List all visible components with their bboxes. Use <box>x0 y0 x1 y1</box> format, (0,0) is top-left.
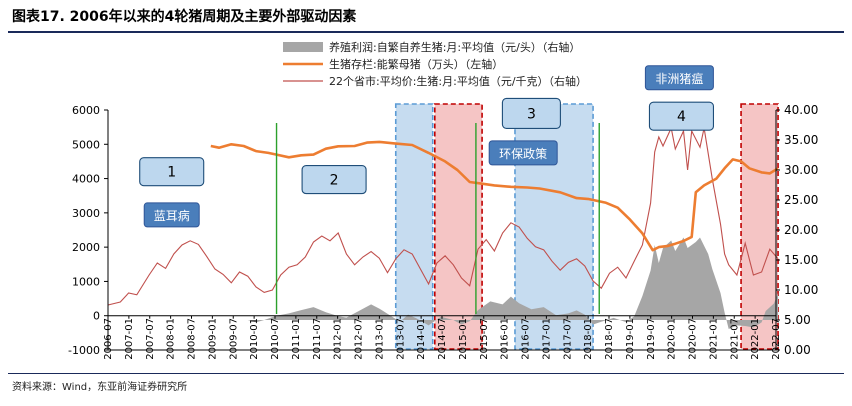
x-tick-label: 2010-01 <box>249 318 260 360</box>
line-layer <box>107 126 779 306</box>
shaded-period-1-blue <box>394 103 434 350</box>
blue-ear-label: 蓝耳病 <box>154 208 190 223</box>
x-tick-label: 2019-01 <box>625 318 636 360</box>
x-tick-label: 2019-07 <box>646 318 657 360</box>
x-tick-label: 2020-07 <box>688 318 699 360</box>
x-tick-label: 2015-07 <box>479 318 490 360</box>
x-tick-label: 2022-01 <box>750 318 761 360</box>
price-line <box>107 126 779 306</box>
x-tick-label: 2008-01 <box>166 318 177 360</box>
profit-area-layer <box>219 237 779 329</box>
cycle-4-label: 4 <box>677 109 686 125</box>
asf-label: 非洲猪瘟 <box>655 71 703 86</box>
x-tick-label: 2006-07 <box>103 318 114 360</box>
x-tick-label: 2021-07 <box>729 318 740 360</box>
title-rule <box>8 31 844 33</box>
right-tick-label: 25.00 <box>784 193 818 207</box>
cycle-1-box <box>139 157 205 187</box>
x-tick-label: 2010-07 <box>270 318 281 360</box>
x-tick-label: 2017-07 <box>562 318 573 360</box>
cycle-1-label: 1 <box>167 165 176 181</box>
x-tick-label: 2017-01 <box>541 318 552 360</box>
source-rule <box>8 373 844 374</box>
right-tick-label: 5.00 <box>784 313 811 327</box>
cycle-4-box <box>648 101 715 131</box>
blue-ear-tag <box>143 202 200 228</box>
x-tick-label: 2011-01 <box>291 318 302 360</box>
profit-area <box>219 237 779 329</box>
x-tick-label: 2013-01 <box>374 318 385 360</box>
right-tick-label: 40.00 <box>784 103 818 117</box>
asf-tag <box>644 65 714 91</box>
right-tick-label: 0.00 <box>784 343 811 357</box>
left-tick-label: 2000 <box>72 241 100 254</box>
x-tick-label: 2014-07 <box>437 318 448 360</box>
env-policy-label: 环保政策 <box>499 147 547 161</box>
legend-label-2: 生猪存栏:能繁母猪（万头）（左轴） <box>329 57 503 71</box>
left-tick-label: 6000 <box>72 104 100 117</box>
x-tick-label: 2021-01 <box>708 318 719 360</box>
sows-line <box>210 140 779 252</box>
x-tick-label: 2013-07 <box>395 318 406 360</box>
cycle-3-box <box>501 97 561 129</box>
right-tick-label: 30.00 <box>784 163 818 177</box>
right-tick-label: 20.00 <box>784 223 818 237</box>
legend-label-3: 22个省市:平均价:生猪:月:平均值（元/千克）（右轴） <box>329 74 587 88</box>
left-tick-label: -1000 <box>68 344 100 357</box>
left-tick-label: 1000 <box>72 275 100 288</box>
legend: 养殖利润:自繁自养生猪:月:平均值（元/头）（右轴） 生猪存栏:能繁母猪（万头）（… <box>283 40 587 88</box>
x-tick-label: 2009-01 <box>207 318 218 360</box>
cycle-3-label: 3 <box>527 106 536 122</box>
x-tick-label: 2012-07 <box>354 318 365 360</box>
shaded-period-2-red <box>434 103 483 350</box>
cycle-dividers <box>275 123 600 314</box>
right-tick-label: 10.00 <box>784 283 818 297</box>
legend-swatch-profit <box>283 42 323 52</box>
annotations: 1 2 3 4 蓝耳病 环保政策 非洲猪瘟 <box>139 65 715 228</box>
x-tick-label: 2022-07 <box>771 318 782 360</box>
cycle-2-label: 2 <box>330 173 339 189</box>
left-tick-label: 3000 <box>72 207 100 220</box>
x-tick-label: 2018-01 <box>583 318 594 360</box>
x-tick-label: 2018-07 <box>604 318 615 360</box>
left-tick-label: 5000 <box>72 138 100 151</box>
right-tick-label: 15.00 <box>784 253 818 267</box>
left-tick-label: 0 <box>93 310 100 323</box>
x-tick-label: 2007-01 <box>124 318 135 360</box>
x-tick-label: 2016-07 <box>521 318 532 360</box>
right-tick-label: 35.00 <box>784 133 818 147</box>
x-axis-labels: 2006-07 2007-01 2007-07 2008-01 2008-07 2009-… <box>103 315 782 360</box>
x-tick-label: 2014-01 <box>416 318 427 360</box>
x-tick-label: 2007-07 <box>145 318 156 360</box>
x-tick-label: 2016-01 <box>500 318 511 360</box>
legend-label-1: 养殖利润:自繁自养生猪:月:平均值（元/头）（右轴） <box>329 40 580 54</box>
left-tick-label: 4000 <box>72 173 100 186</box>
x-tick-label: 2015-01 <box>458 318 469 360</box>
x-tick-label: 2008-07 <box>187 318 198 360</box>
x-tick-label: 2012-01 <box>333 318 344 360</box>
x-tick-label: 2009-07 <box>228 318 239 360</box>
figure-title: 图表17. 2006年以来的4轮猪周期及主要外部驱动因素 <box>12 9 357 25</box>
x-tick-label: 2011-07 <box>312 318 323 360</box>
x-tick-label: 2020-01 <box>667 318 678 360</box>
env-policy-tag <box>488 140 558 166</box>
cycle-2-box <box>301 165 367 195</box>
source-note: 资料来源：Wind，东亚前海证券研究所 <box>12 382 188 393</box>
